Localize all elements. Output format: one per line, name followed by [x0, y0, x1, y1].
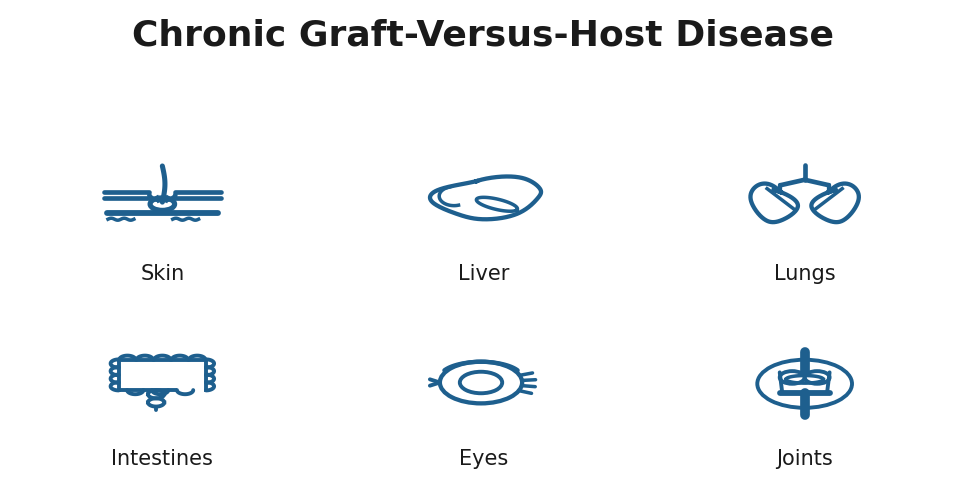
Text: Joints: Joints — [777, 449, 833, 469]
Text: Skin: Skin — [140, 264, 185, 284]
Text: Eyes: Eyes — [459, 449, 508, 469]
Text: Intestines: Intestines — [111, 449, 214, 469]
Text: Liver: Liver — [457, 264, 510, 284]
Text: Lungs: Lungs — [774, 264, 835, 284]
Text: Chronic Graft-Versus-Host Disease: Chronic Graft-Versus-Host Disease — [132, 19, 835, 53]
